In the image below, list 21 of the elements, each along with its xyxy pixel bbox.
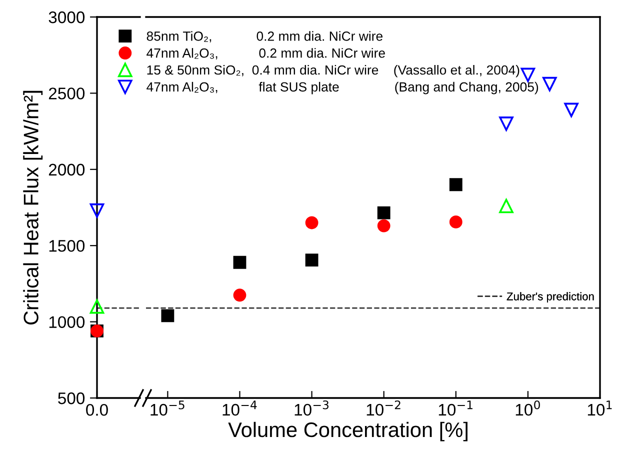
y-tick-label: 1500 xyxy=(49,240,85,252)
legend-label: 15 & 50nm SiO₂, 0.4 mm dia. NiCr wire (Vassallo et al., 2004) xyxy=(147,64,520,78)
y-tick-label: 2500 xyxy=(48,88,85,100)
x-tick-label: 10$^{−1}$ xyxy=(438,400,472,416)
y-axis-title: Critical Heat Flux [kW/m²] xyxy=(23,90,43,324)
y-tick-label: 2000 xyxy=(48,164,85,176)
y-tick-label: 1000 xyxy=(49,316,85,328)
x-tick-label: 0.0 xyxy=(86,404,108,416)
x-tick-label: 10$^{−2}$ xyxy=(366,400,400,416)
x-tick-label: 10$^{−3}$ xyxy=(294,400,329,416)
x-tick-label: 10$^{−4}$ xyxy=(222,400,257,416)
legend-label: 47nm Al₂O₃, flat SUS plate (Bang and Chang, 2005) xyxy=(146,82,538,94)
legend-label: 85nm TiO₂, 0.2 mm dia. NiCr wire xyxy=(146,31,382,42)
y-tick-label: 3000 xyxy=(48,11,85,24)
x-tick-label: 10$^{1}$ xyxy=(588,400,612,416)
legend-label: 47nm Al₂O₃, 0.2 mm dia. NiCr wire xyxy=(146,48,385,60)
x-tick-label: 10$^{0}$ xyxy=(516,400,540,416)
x-axis-title: Volume Concentration [%] xyxy=(228,422,468,442)
legend-label: Zuber's prediction xyxy=(506,292,594,303)
y-tick-label: 500 xyxy=(58,392,85,404)
x-tick-label: 10$^{−5}$ xyxy=(150,400,184,416)
